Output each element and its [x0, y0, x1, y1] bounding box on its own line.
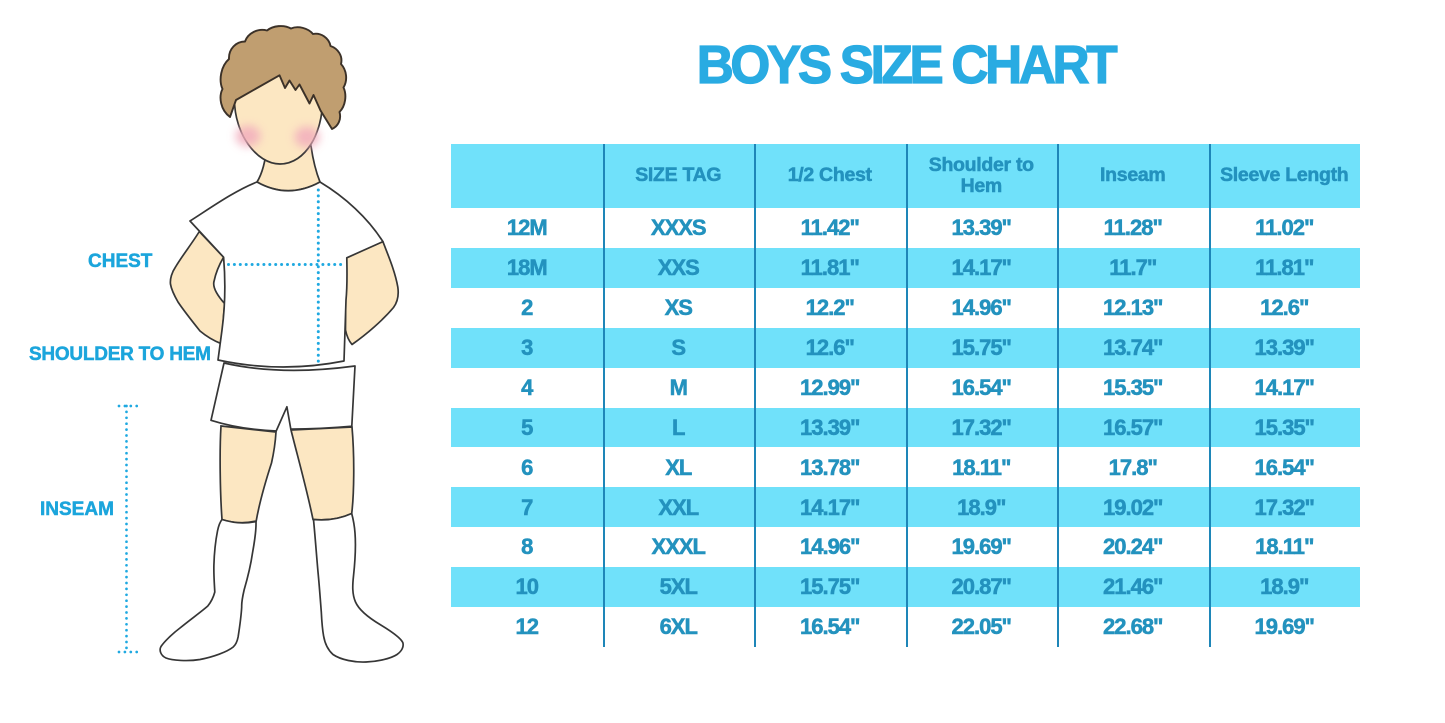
svg-text:CHEST: CHEST — [88, 251, 153, 272]
svg-text:INSEAM: INSEAM — [40, 499, 114, 520]
svg-text:SHOULDER TO HEM: SHOULDER TO HEM — [29, 344, 211, 365]
